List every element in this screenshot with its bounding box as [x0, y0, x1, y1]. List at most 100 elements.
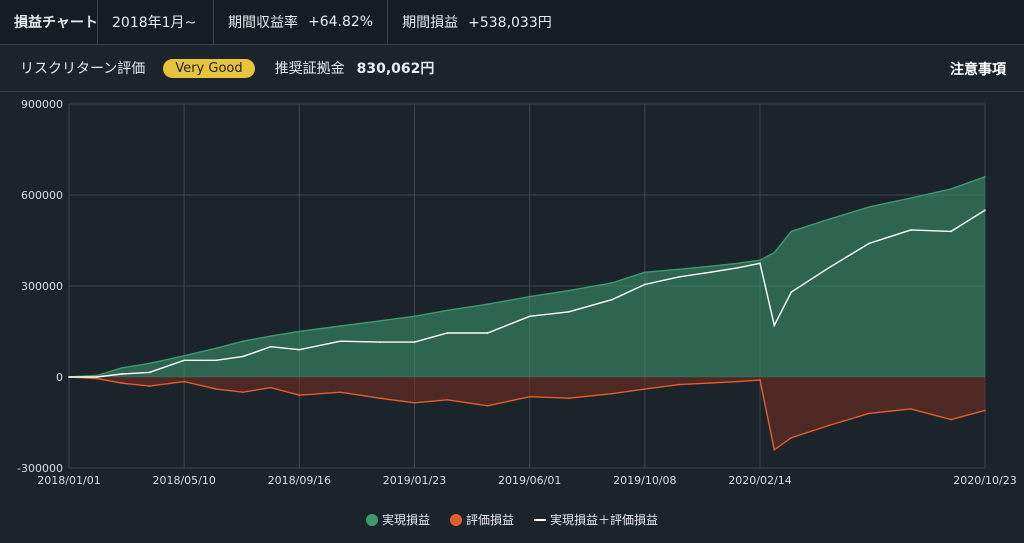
legend-label-2: 実現損益＋評価損益 [550, 512, 658, 527]
period-pl-label: 期間損益 [402, 15, 459, 31]
y-tick-label: 0 [56, 371, 63, 384]
x-tick-label: 2020/10/23 [953, 474, 1016, 487]
series-point-1 [790, 436, 793, 439]
series-point-0 [736, 262, 739, 265]
x-axis: 2018/01/01 2018/05/10 2018/09/16 2019/01/23… [37, 474, 1016, 487]
series-point-2 [486, 332, 489, 334]
series-point-0 [269, 335, 272, 337]
chart-title: 損益チャート [0, 0, 98, 44]
series-point-0 [644, 271, 646, 274]
series-point-2 [183, 359, 185, 362]
series-point-0 [413, 315, 416, 318]
series-point-0 [298, 330, 301, 333]
legend-label-1: 評価損益 [466, 512, 514, 527]
period-pl-value: +538,033円 [468, 15, 552, 31]
series-point-2 [736, 267, 739, 269]
series-point-1 [378, 397, 381, 400]
series-point-2 [95, 376, 98, 378]
series-point-2 [709, 271, 711, 274]
series-point-0 [677, 268, 680, 271]
series-point-0 [568, 289, 570, 292]
series-point-1 [242, 391, 244, 393]
series-point-2 [568, 310, 570, 313]
legend-swatch-1 [450, 514, 462, 526]
series-point-1 [413, 401, 416, 404]
series-point-1 [759, 379, 761, 381]
series-point-2 [950, 230, 952, 233]
y-tick-label: 900000 [21, 98, 63, 111]
series-point-0 [486, 303, 489, 305]
period-pl: 期間損益 +538,033円 [388, 0, 566, 44]
series-point-0 [709, 265, 711, 268]
series-point-1 [611, 392, 613, 395]
series-point-1 [120, 382, 123, 384]
series-point-1 [298, 394, 301, 397]
series-point-2 [68, 376, 70, 378]
series-point-1 [568, 397, 570, 400]
x-tick-label: 2018/05/10 [152, 474, 215, 487]
series-point-0 [148, 362, 151, 365]
chart-lines [68, 176, 986, 451]
series-point-0 [759, 259, 761, 262]
series-point-0 [950, 188, 952, 190]
series-point-2 [759, 262, 761, 265]
risk-return-badge: Very Good [163, 58, 255, 78]
x-tick-label: 2019/06/01 [498, 474, 561, 487]
series-point-2 [677, 276, 680, 278]
series-point-1 [148, 385, 151, 387]
legend-label-0: 実現損益 [382, 512, 430, 527]
series-point-1 [868, 412, 870, 415]
series-point-1 [95, 377, 98, 380]
series-point-2 [790, 291, 793, 293]
series-point-1 [677, 383, 680, 386]
series-point-0 [790, 230, 793, 233]
series-point-0 [339, 325, 342, 327]
series-point-1 [709, 382, 711, 384]
series-point-2 [984, 209, 986, 211]
series-point-1 [339, 391, 342, 393]
x-tick-label: 2020/02/14 [728, 474, 791, 487]
series-point-1 [183, 380, 185, 383]
series-point-2 [611, 298, 613, 301]
y-tick-label: -300000 [17, 462, 63, 475]
summary-bar: 損益チャート 2018年1月~ 期間収益率 +64.82% 期間損益 +538,… [0, 0, 1024, 45]
series-point-1 [773, 449, 776, 451]
series-point-1 [269, 386, 272, 389]
series-point-0 [528, 295, 531, 298]
series-point-1 [486, 405, 489, 407]
series-point-0 [773, 251, 776, 254]
series-point-1 [446, 398, 449, 401]
return-rate-value: +64.82% [308, 14, 374, 30]
series-point-2 [269, 345, 272, 348]
chart-areas [69, 176, 985, 450]
series-point-1 [910, 408, 912, 410]
chart-legend[interactable]: 実現損益 評価損益 実現損益＋評価損益 [366, 512, 658, 527]
y-axis: 900000 600000 300000 0 -300000 [17, 98, 63, 475]
notes-link[interactable]: 注意事項 [950, 62, 1006, 78]
series-point-1 [950, 418, 952, 421]
series-area-0 [69, 176, 985, 377]
x-tick-label: 2019/10/08 [613, 474, 676, 487]
series-point-2 [120, 373, 123, 375]
series-point-2 [215, 359, 218, 362]
series-point-0 [910, 197, 912, 199]
y-tick-label: 600000 [21, 189, 63, 202]
series-point-2 [827, 267, 830, 269]
series-point-2 [298, 348, 301, 351]
series-point-0 [215, 347, 218, 349]
series-point-0 [827, 218, 830, 221]
period-selector[interactable]: 2018年1月~ [98, 0, 214, 44]
x-tick-label: 2018/09/16 [268, 474, 331, 487]
evaluation-bar: リスクリターン評価 Very Good 推奨証拠金 830,062円 [0, 45, 1024, 92]
series-point-0 [446, 309, 449, 312]
series-point-1 [215, 388, 218, 390]
series-point-0 [95, 374, 98, 377]
series-point-2 [644, 283, 646, 286]
series-point-1 [644, 388, 646, 390]
series-point-0 [611, 282, 613, 284]
series-point-2 [528, 315, 531, 318]
series-point-0 [984, 176, 986, 178]
series-point-2 [910, 229, 912, 231]
series-point-0 [120, 367, 123, 369]
